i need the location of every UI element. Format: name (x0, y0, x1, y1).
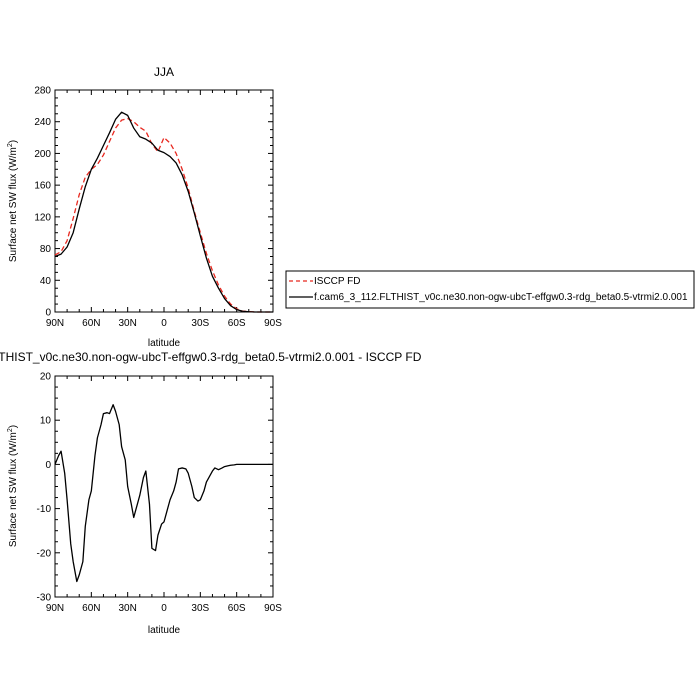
top-xtick-label: 30S (191, 318, 209, 329)
top-y-axis-title-sup: 2 (7, 143, 14, 147)
bottom-ytick-label: 20 (40, 372, 52, 383)
bottom-xtick-label: 90N (46, 603, 64, 614)
top-series-line-1 (54, 111, 273, 313)
top-series-line-0 (54, 117, 273, 313)
bottom-panel: f.cam6_3_112.FLTHIST_v0c.ne30.non-ogw-ub… (0, 350, 422, 636)
top-chart-title: JJA (154, 65, 174, 79)
bottom-y-axis-title-sup: 2 (7, 428, 14, 432)
bottom-xtick-label: 30N (118, 603, 136, 614)
top-ytick-label: 240 (34, 117, 51, 128)
bottom-xtick-label: 90S (264, 603, 282, 614)
top-plot-frame (54, 89, 274, 313)
top-panel: JJA 90N 60N 30N 0 30S 60S 90S 0 40 80 120 160 200 240… (7, 65, 282, 349)
top-x-axis-title: latitude (148, 338, 181, 349)
top-ytick-label: 280 (34, 86, 51, 97)
bottom-ytick-label: -30 (37, 593, 52, 604)
top-xtick-label: 90S (264, 318, 282, 329)
top-ytick-label: 160 (34, 181, 51, 192)
bottom-y-axis-title: Surface net SW flux (W/m2) (7, 425, 19, 547)
top-ytick-label: 0 (45, 308, 51, 319)
bottom-chart-title: f.cam6_3_112.FLTHIST_v0c.ne30.non-ogw-ub… (0, 350, 422, 364)
bottom-y-axis-title-main: Surface net SW flux (W/m (8, 432, 19, 547)
top-xtick-label: 0 (161, 318, 167, 329)
legend-box (285, 270, 695, 309)
legend: ISCCP FD f.cam6_3_112.FLTHIST_v0c.ne30.n… (285, 270, 695, 309)
bottom-ytick-label: -20 (37, 548, 52, 559)
bottom-series-group (54, 404, 273, 583)
bottom-xtick-label: 30S (191, 603, 209, 614)
top-y-axis-title-end: ) (8, 140, 19, 143)
top-y-axis-title-main: Surface net SW flux (W/m (8, 147, 19, 262)
bottom-series-line-0 (54, 404, 273, 583)
bottom-ytick-label: 10 (40, 416, 52, 427)
bottom-plot-frame (54, 375, 274, 598)
top-y-axis-title: Surface net SW flux (W/m2) (7, 140, 19, 262)
top-xtick-label: 30N (118, 318, 136, 329)
top-xtick-label: 90N (46, 318, 64, 329)
top-xtick-label: 60N (82, 318, 100, 329)
bottom-y-axis-title-end: ) (8, 425, 19, 428)
legend-label-model: f.cam6_3_112.FLTHIST_v0c.ne30.non-ogw-ub… (314, 292, 688, 303)
top-ytick-label: 120 (34, 212, 51, 223)
bottom-xtick-label: 60N (82, 603, 100, 614)
top-xtick-label: 60S (228, 318, 246, 329)
top-tick-group: 90N 60N 30N 0 30S 60S 90S 0 40 80 120 160 200 240 280 (34, 86, 282, 330)
bottom-xtick-label: 0 (161, 603, 167, 614)
top-ytick-label: 200 (34, 149, 51, 160)
bottom-tick-group: 90N 60N 30N 0 30S 60S 90S -30 -20 -10 0 10 20 (37, 372, 283, 615)
top-series-group (54, 111, 273, 313)
bottom-ytick-label: -10 (37, 504, 52, 515)
bottom-xtick-label: 60S (228, 603, 246, 614)
bottom-x-axis-title: latitude (148, 625, 181, 636)
bottom-ytick-label: 0 (45, 460, 51, 471)
top-ytick-label: 80 (40, 244, 52, 255)
top-ytick-label: 40 (40, 276, 52, 287)
legend-label-isccp: ISCCP FD (314, 276, 361, 287)
